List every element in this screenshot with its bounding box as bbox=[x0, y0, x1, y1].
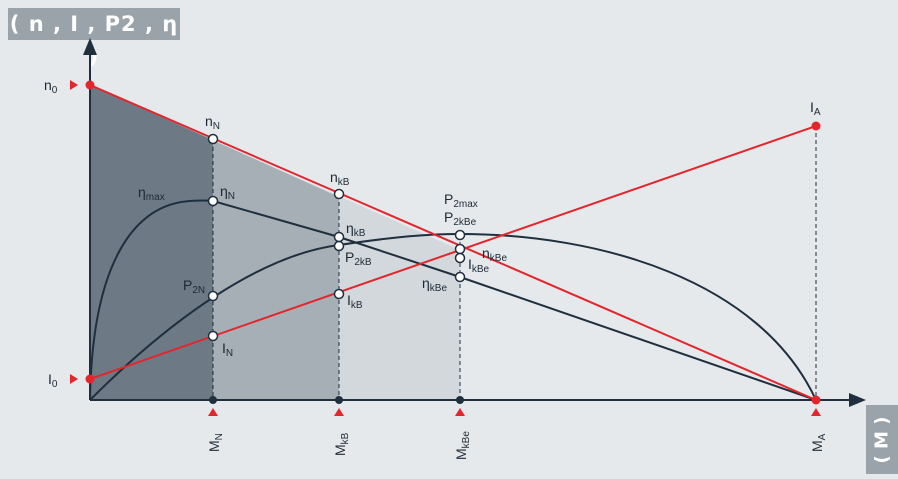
MA-marker bbox=[811, 408, 821, 416]
label-etaN: ηN bbox=[220, 183, 235, 202]
IkB-point bbox=[333, 288, 345, 300]
y-axis-arrow bbox=[83, 38, 97, 55]
etakBe-point bbox=[454, 271, 466, 283]
x-axis-arrow bbox=[849, 393, 866, 407]
n0-marker bbox=[70, 80, 78, 90]
MkBe-marker bbox=[455, 408, 465, 416]
power-curve-P2 bbox=[89, 232, 817, 401]
label-nN: nN bbox=[205, 113, 220, 132]
label-MA: MA bbox=[809, 433, 828, 452]
label-MkB: MkB bbox=[332, 432, 351, 456]
MkB-dot bbox=[335, 396, 343, 404]
MkBe-dot bbox=[456, 396, 464, 404]
MN-dot bbox=[209, 396, 217, 404]
label-n0: n0 bbox=[44, 77, 58, 96]
IN-point bbox=[207, 330, 219, 342]
P2max-point bbox=[454, 229, 466, 241]
nN-point bbox=[207, 133, 219, 145]
MA-point bbox=[811, 395, 821, 405]
n0-point bbox=[85, 80, 95, 90]
label-P2kB: P2kB bbox=[345, 249, 372, 268]
x-axis-title-box: ( M ) bbox=[866, 405, 898, 474]
label-etakBe: ηkBe bbox=[422, 275, 447, 294]
label-MN: MN bbox=[206, 433, 225, 452]
label-MkBe: MkBe bbox=[453, 431, 472, 460]
IkBe-point bbox=[454, 252, 466, 264]
label-P2kBe: P2kBe bbox=[444, 209, 477, 228]
label-IkB: IkB bbox=[347, 292, 363, 311]
P2N-point bbox=[207, 290, 219, 302]
label-IA: IA bbox=[810, 99, 821, 118]
IA-point bbox=[811, 121, 821, 131]
label-nkBe: nkBe bbox=[482, 245, 507, 264]
label-I0: I0 bbox=[48, 371, 58, 390]
MkB-marker bbox=[334, 408, 344, 416]
I0-marker bbox=[70, 374, 78, 384]
label-P2N: P2N bbox=[183, 277, 205, 296]
y-axis-title-box: ( n , I , P2 , η ) bbox=[8, 8, 180, 68]
label-IN: IN bbox=[222, 340, 233, 359]
P2kB-point bbox=[333, 240, 345, 252]
nkBe-point bbox=[454, 243, 466, 255]
label-eta-max: ηmax bbox=[138, 184, 165, 203]
etaN-point bbox=[207, 195, 219, 207]
label-P2max: P2max bbox=[444, 191, 478, 210]
label-IkBe: IkBe bbox=[468, 256, 490, 275]
label-nkB: nkB bbox=[330, 169, 350, 188]
MN-marker bbox=[208, 408, 218, 416]
etakB-point bbox=[333, 231, 345, 243]
I0-point bbox=[85, 374, 95, 384]
nkB-point bbox=[333, 188, 345, 200]
region-dark bbox=[90, 85, 213, 400]
label-etakB: ηkB bbox=[346, 220, 366, 239]
